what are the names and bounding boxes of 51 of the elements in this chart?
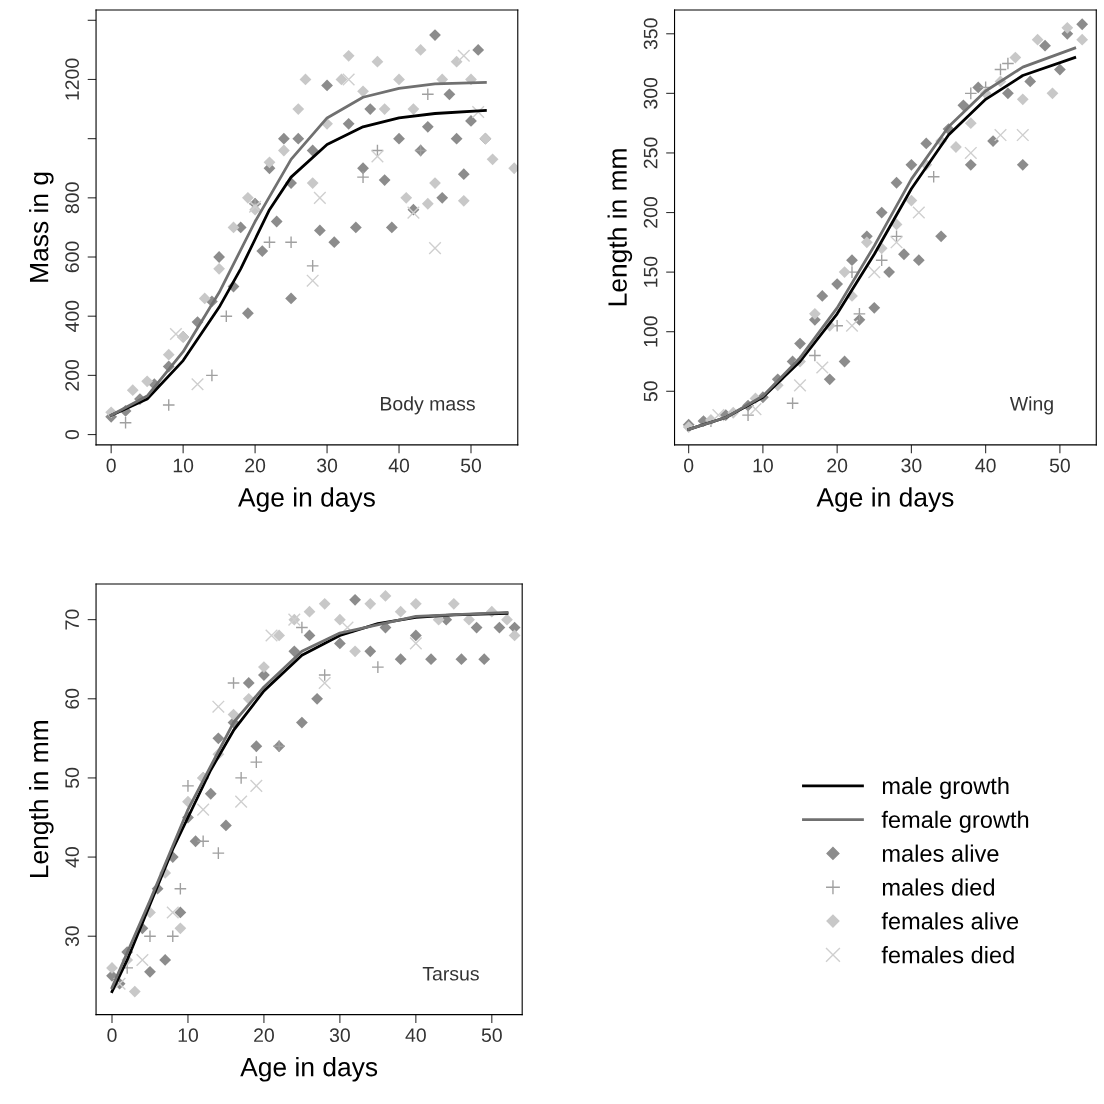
annotation: Body mass xyxy=(381,396,475,415)
y-tick-label: 70 xyxy=(65,609,80,630)
y-axis-title: Mass in g xyxy=(29,172,54,282)
x-tick-label: 30 xyxy=(901,458,922,473)
x-tick-label: 40 xyxy=(405,1028,426,1043)
y-tick-label: 300 xyxy=(643,77,658,109)
y-tick-label: 150 xyxy=(643,256,658,287)
y-tick-label: 60 xyxy=(65,688,80,709)
legend-label: males died xyxy=(882,878,995,896)
x-axis-title: Age in days xyxy=(816,487,954,512)
y-tick-label: 400 xyxy=(65,300,80,332)
y-tick-label: 600 xyxy=(65,241,80,273)
y-tick-label: 350 xyxy=(643,18,658,50)
x-tick-label: 20 xyxy=(827,458,848,473)
x-tick-label: 10 xyxy=(173,458,194,473)
x-tick-label: 50 xyxy=(460,458,482,473)
y-tick-label: 200 xyxy=(643,197,658,228)
annotation: Wing xyxy=(1009,396,1053,415)
legend-label: female growth xyxy=(881,810,1029,833)
annotation: Tarsus xyxy=(422,967,479,981)
y-tick-label: 800 xyxy=(65,182,80,214)
legend-label: males alive xyxy=(882,844,999,862)
x-tick-label: 0 xyxy=(684,458,694,473)
x-tick-label: 30 xyxy=(316,458,338,473)
x-tick-label: 50 xyxy=(1049,458,1070,473)
x-axis-title: Age in days xyxy=(238,487,375,512)
x-tick-label: 0 xyxy=(107,1028,117,1043)
x-tick-label: 10 xyxy=(753,458,773,473)
x-axis-title: Age in days xyxy=(240,1057,378,1082)
x-tick-label: 30 xyxy=(329,1028,350,1043)
y-tick-label: 30 xyxy=(65,926,80,947)
y-tick-label: 100 xyxy=(643,316,658,347)
y-tick-label: 50 xyxy=(643,381,658,402)
y-tick-label: 0 xyxy=(65,429,80,440)
y-tick-label: 50 xyxy=(65,767,80,788)
legend-label: females alive xyxy=(881,912,1019,930)
x-tick-label: 20 xyxy=(254,1028,274,1043)
y-tick-label: 250 xyxy=(643,137,658,169)
legend-label: male growth xyxy=(882,776,1009,799)
y-tick-label: 200 xyxy=(65,359,80,391)
x-tick-label: 40 xyxy=(388,458,410,473)
y-axis-title: Length in mm xyxy=(29,721,54,878)
x-tick-label: 50 xyxy=(481,1028,502,1043)
y-tick-label: 40 xyxy=(65,847,80,868)
x-tick-label: 0 xyxy=(106,458,116,473)
y-axis-title: Length in mm xyxy=(607,149,633,306)
x-tick-label: 10 xyxy=(178,1028,199,1043)
x-tick-label: 40 xyxy=(975,458,996,473)
y-tick-label: 1200 xyxy=(65,58,80,100)
legend-label: females died xyxy=(881,946,1014,964)
x-tick-label: 20 xyxy=(245,458,266,473)
